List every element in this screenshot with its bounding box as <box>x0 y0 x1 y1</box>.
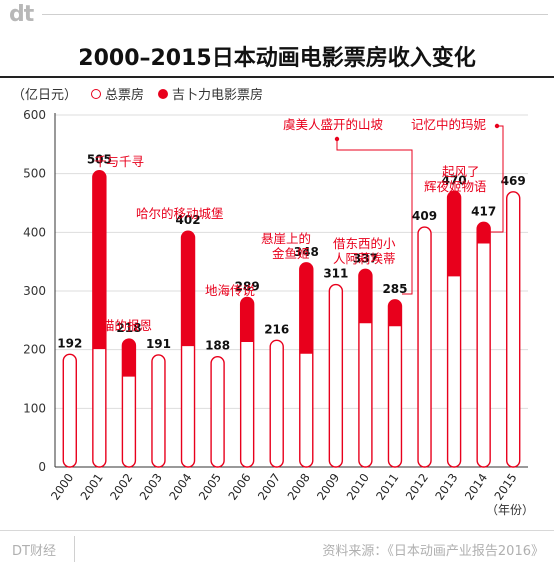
value-label: 470 <box>442 173 467 187</box>
x-tick-label: 2006 <box>225 471 253 503</box>
total-bar <box>328 283 344 468</box>
film-annotation: 千与千寻 <box>94 154 144 169</box>
legend: （亿日元） 总票房 吉卜力电影票房 <box>12 84 277 103</box>
value-label: 192 <box>57 336 82 350</box>
film-annotation: 起风了 <box>442 164 480 179</box>
x-tick-label: 2000 <box>48 471 76 503</box>
x-tick-label: 2008 <box>284 471 312 503</box>
total-bar <box>62 353 77 468</box>
legend-item-total: 总票房 <box>91 84 144 103</box>
value-label: 409 <box>412 209 437 223</box>
leader-dot <box>334 136 340 142</box>
x-tick-label: 2013 <box>432 471 460 503</box>
x-tick-label: 2005 <box>196 471 224 503</box>
value-label: 216 <box>264 322 289 336</box>
total-bar <box>387 299 403 468</box>
legend-item-ghibli: 吉卜力电影票房 <box>158 84 263 103</box>
value-label: 218 <box>116 321 141 335</box>
title-divider <box>0 76 554 78</box>
x-tick-label: 2002 <box>107 471 135 503</box>
x-tick-label: 2010 <box>344 471 372 503</box>
y-tick-label: 200 <box>23 343 46 357</box>
value-label: 311 <box>323 267 348 281</box>
total-bar <box>417 226 432 468</box>
ghibli-bar-segment <box>447 191 461 277</box>
x-tick-label: 2014 <box>462 471 490 503</box>
total-bar <box>269 339 284 468</box>
x-tick-label: 2012 <box>403 471 431 503</box>
value-label: 505 <box>87 153 112 167</box>
footer-separator <box>74 536 75 562</box>
y-tick-label: 0 <box>38 460 46 474</box>
x-tick-label: 2003 <box>137 471 165 503</box>
legend-total-label: 总票房 <box>105 88 145 103</box>
film-annotation: 猫的报恩 <box>102 318 152 333</box>
x-tick-label: 2009 <box>314 471 342 503</box>
x-tick-label: 2004 <box>166 471 194 503</box>
total-bar <box>210 356 225 468</box>
film-annotation: 地海传说 <box>205 283 255 298</box>
dt-logo: dt <box>9 2 34 27</box>
ghibli-bar-segment <box>92 170 106 350</box>
film-annotation: 人阿莉埃蒂 <box>333 251 396 266</box>
ghibli-bar-segment <box>181 231 195 347</box>
film-annotation: 辉夜姬物语 <box>424 179 487 194</box>
value-label: 188 <box>205 339 230 353</box>
film-annotation: 借东西的小 <box>333 236 396 251</box>
value-label: 402 <box>176 213 201 227</box>
y-tick-label: 100 <box>23 401 46 415</box>
header-divider <box>42 14 548 15</box>
total-bar <box>506 191 521 468</box>
leader-line <box>490 125 504 233</box>
hollow-circle-icon <box>91 88 102 99</box>
x-tick-label: 2007 <box>255 471 283 503</box>
ghibli-bar-segment <box>122 339 136 377</box>
y-tick-label: 300 <box>23 284 46 298</box>
leader-line <box>336 139 413 295</box>
bar-chart: 0 100 200 300 400 500 600 192 2000 505 2001 218 2002… <box>23 108 534 517</box>
total-bar <box>476 221 491 468</box>
footer-divider <box>0 530 554 531</box>
x-axis-label: （年份） <box>486 503 534 517</box>
leader-dot <box>494 123 500 129</box>
ghibli-bar-segment <box>388 299 402 327</box>
value-label: 191 <box>146 337 171 351</box>
x-tick-label: 2011 <box>373 471 401 503</box>
film-annotation: 哈尔的移动城堡 <box>136 206 224 221</box>
value-label: 337 <box>353 251 378 265</box>
value-label: 348 <box>294 245 319 259</box>
footer-source: 资料来源：《日本动画产业报告2016》 <box>322 544 544 559</box>
legend-ghibli-label: 吉卜力电影票房 <box>172 88 264 103</box>
value-label: 289 <box>235 279 260 293</box>
y-tick-label: 600 <box>23 108 46 122</box>
value-label: 285 <box>382 282 407 296</box>
film-annotation: 记忆中的玛妮 <box>411 117 487 132</box>
value-label: 417 <box>471 204 496 218</box>
y-tick-label: 500 <box>23 167 46 181</box>
footer-brand: DT财经 <box>12 544 56 559</box>
chart-title: 2000–2015日本动画电影票房收入变化 <box>78 46 476 71</box>
ghibli-bar-segment <box>240 297 254 343</box>
value-label: 469 <box>501 174 526 188</box>
y-tick-label: 400 <box>23 225 46 239</box>
ghibli-bar-segment <box>477 222 491 244</box>
film-annotation: 虞美人盛开的山坡 <box>283 117 384 132</box>
x-tick-label: 2015 <box>491 471 519 503</box>
film-annotation: 悬崖上的 <box>261 231 311 246</box>
unit-label: （亿日元） <box>12 88 78 103</box>
ghibli-bar-segment <box>358 269 372 324</box>
x-tick-label: 2001 <box>78 471 106 503</box>
film-annotation: 金鱼姬 <box>272 246 310 261</box>
ghibli-bar-segment <box>299 262 313 354</box>
total-bar <box>151 354 166 468</box>
filled-circle-icon <box>158 88 169 99</box>
